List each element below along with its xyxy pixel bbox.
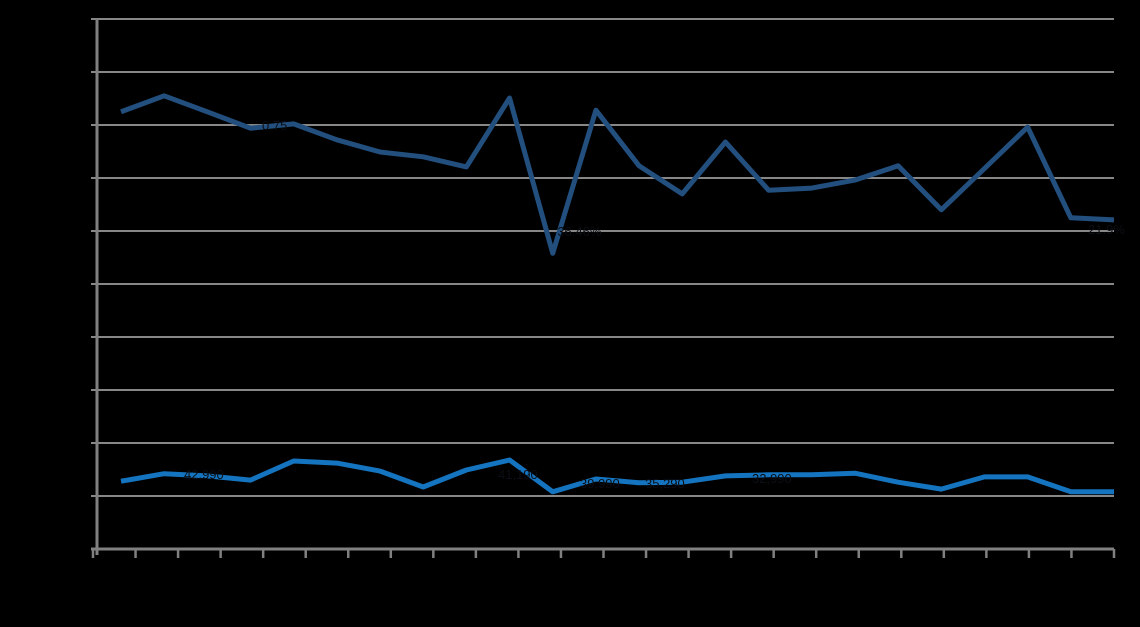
data-label-smudge: 41,190 <box>498 467 538 482</box>
data-label-smudge: 0.75 <box>262 118 287 133</box>
gridlines <box>91 18 1114 497</box>
data-label-smudge: 21.9% <box>1088 222 1125 237</box>
axes <box>91 19 1114 555</box>
x-axis-ticks <box>91 549 1116 558</box>
dark-navy-line <box>120 93 1115 256</box>
line-series <box>120 93 1115 495</box>
data-label-smudge: 39,990 <box>580 476 620 491</box>
data-label-smudge: -36.46% <box>553 224 602 239</box>
bright-blue-line <box>120 457 1114 495</box>
data-label-smudge: 42,990 <box>184 467 224 482</box>
data-label-smudge: 35,290 <box>645 476 685 491</box>
faint-data-labels: 0.75 -36.46% 21.9% 42,990 41,190 39,990 35,290… <box>184 118 1125 491</box>
data-label-smudge: 32,990 <box>752 471 792 486</box>
